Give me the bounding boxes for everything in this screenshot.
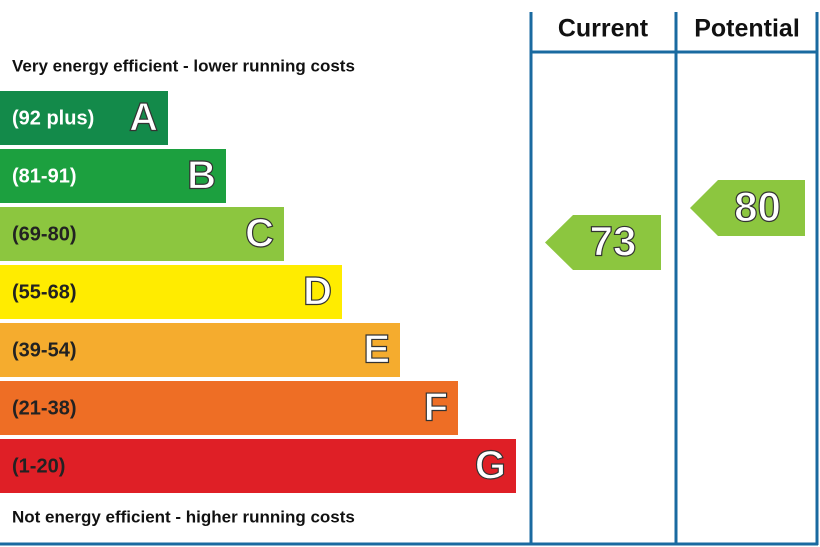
band-bar xyxy=(0,207,284,261)
band-bar xyxy=(0,91,168,145)
band-bar xyxy=(0,439,516,493)
band-range: (39-54) xyxy=(12,339,76,361)
rating-arrow xyxy=(690,180,805,236)
band-range: (55-68) xyxy=(12,281,76,303)
top-note: Very energy efficient - lower running co… xyxy=(12,56,355,75)
band-range: (81-91) xyxy=(12,165,76,187)
band-range: (1-20) xyxy=(12,455,65,477)
band-letter: E xyxy=(363,328,390,372)
band-letter: F xyxy=(424,386,448,430)
band-bar xyxy=(0,265,342,319)
band-range: (92 plus) xyxy=(12,107,94,129)
rating-value: 80 xyxy=(734,183,781,230)
band-letter: C xyxy=(245,212,274,256)
rating-arrow xyxy=(545,215,661,270)
band-letter: A xyxy=(129,96,158,140)
rating-value: 73 xyxy=(590,218,637,265)
band-range: (69-80) xyxy=(12,223,76,245)
band-bar xyxy=(0,323,400,377)
band-letter: G xyxy=(475,444,506,488)
band-letter: D xyxy=(303,270,332,314)
band-bar xyxy=(0,381,458,435)
column-header: Potential xyxy=(694,15,800,43)
bottom-note: Not energy efficient - higher running co… xyxy=(12,507,355,526)
column-header: Current xyxy=(558,15,649,43)
band-range: (21-38) xyxy=(12,397,76,419)
band-bar xyxy=(0,149,226,203)
band-letter: B xyxy=(187,154,216,198)
